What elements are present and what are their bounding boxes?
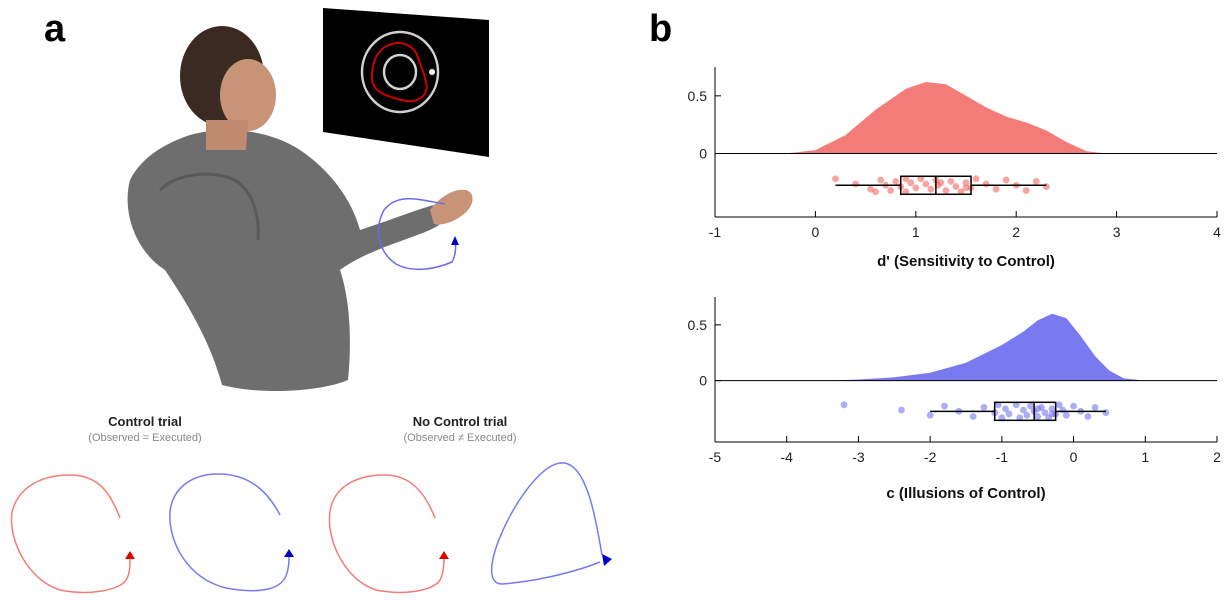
x-tick-label: -3 [852,449,865,465]
data-point [1042,183,1050,190]
data-point [994,401,1002,409]
x-tick-label: 3 [1113,224,1121,240]
data-point [1084,413,1092,420]
data-point [892,177,900,185]
x-tick-label: 4 [1213,224,1221,240]
x-tick-label: 0 [1070,449,1078,465]
data-point [840,401,848,409]
data-point [917,175,925,183]
data-point [1034,413,1042,420]
data-point [992,185,1000,193]
data-point [1102,409,1110,417]
control-trial-title: Control trial [108,414,182,429]
control-trial-subtitle: (Observed = Executed) [88,432,202,444]
data-point [1048,405,1056,413]
data-point [867,185,875,193]
data-point [887,187,895,194]
data-point [1091,404,1099,411]
panel-label-a: a [44,8,66,50]
y-tick-label: 0.5 [688,88,708,104]
x-tick-label: -5 [709,449,722,465]
data-point [872,188,880,196]
x-tick-label: 2 [1012,224,1020,240]
data-point [941,402,948,410]
trajectory-examples [10,462,612,594]
data-point [1005,410,1013,418]
data-point [1002,176,1010,184]
participant-figure [127,26,473,392]
data-point [952,183,960,190]
data-point [1002,405,1009,413]
box-iqr [993,401,1057,422]
x-axis-title: d' (Sensitivity to Control) [877,253,1055,270]
data-point [1019,406,1027,414]
data-point [1055,401,1063,409]
data-point [962,179,970,187]
x-tick-label: 2 [1213,449,1221,465]
data-point [1063,411,1070,419]
monitor-screen [323,8,489,157]
data-point [898,406,905,414]
data-point [972,175,980,183]
data-point [1070,402,1077,410]
data-point [1016,414,1024,422]
data-point [832,175,839,183]
data-point [1023,411,1031,419]
data-point [937,179,945,187]
no-control-trial-title: No Control trial [412,414,508,429]
data-point [982,180,990,188]
y-tick-label: 0 [699,373,707,389]
data-point [1012,401,1020,409]
density-area [822,313,1146,381]
data-point [1022,187,1030,194]
experiment-illustration [10,8,612,594]
x-tick-label: 1 [1141,449,1149,465]
x-tick-label: -1 [709,224,722,240]
no-control-trial-subtitle: (Observed ≠ Executed) [403,432,517,444]
data-point [852,180,859,188]
data-point [1034,405,1042,413]
y-tick-label: 0.5 [688,317,708,333]
data-point [926,411,934,419]
data-point [947,177,955,185]
hand-movement-trace [377,198,459,271]
data-point [1041,409,1049,417]
raincloud-charts: 0 0.5 -1 0 1 2 3 4 d' (Sensitivity to Control) 0… [688,67,1221,502]
data-point [902,175,910,183]
data-point [962,184,970,192]
density-area [785,82,1107,154]
data-point [969,413,977,420]
x-tick-label: -4 [780,449,793,465]
data-point [998,414,1006,422]
x-tick-label: -1 [996,449,1009,465]
data-point [902,188,910,196]
x-tick-label: -2 [924,449,937,465]
data-point [942,187,950,194]
data-point [922,180,930,188]
data-point [980,404,988,411]
panel-label-b: b [649,8,673,50]
data-point [927,185,935,193]
data-point [1048,410,1056,418]
data-point [877,176,885,184]
x-tick-label: 1 [912,224,920,240]
data-point [957,188,965,196]
x-axis-title: c (Illusions of Control) [886,485,1045,502]
x-tick-label: 0 [812,224,820,240]
data-point [907,179,915,187]
y-tick-label: 0 [699,146,707,162]
illusion-chart: 0 0.5 -5 -4 -3 -2 -1 0 1 2 c (Illusions of Control… [688,297,1221,502]
data-point [1032,177,1040,185]
sensitivity-chart: 0 0.5 -1 0 1 2 3 4 d' (Sensitivity to Control) [688,67,1221,270]
data-point [912,184,920,192]
data-point [1027,402,1034,410]
